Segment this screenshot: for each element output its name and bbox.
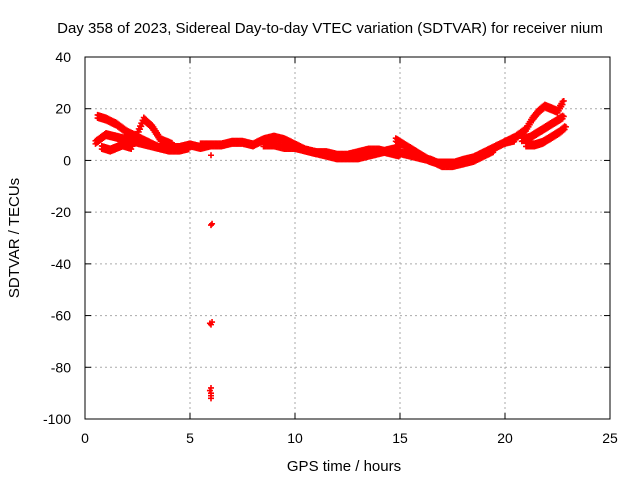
grid bbox=[85, 57, 610, 419]
y-tick-label: 40 bbox=[55, 49, 71, 65]
x-tick-label: 0 bbox=[81, 430, 89, 446]
y-tick-label: -40 bbox=[51, 256, 71, 272]
data-points bbox=[92, 97, 569, 402]
outlier-point bbox=[208, 152, 214, 159]
x-tick-label: 10 bbox=[287, 430, 303, 446]
axis-ticks: 0 5 10 15 20 25 40 20 0 -20 -40 -60 -80 -100 bbox=[43, 49, 618, 446]
x-tick-label: 15 bbox=[392, 430, 408, 446]
y-tick-label: 20 bbox=[55, 101, 71, 117]
outlier-point bbox=[209, 319, 216, 326]
data-point bbox=[559, 101, 566, 108]
outlier-point bbox=[209, 220, 216, 227]
outlier-point bbox=[208, 384, 214, 391]
data-point bbox=[560, 113, 567, 120]
x-tick-label: 25 bbox=[602, 430, 618, 446]
y-tick-label: -60 bbox=[51, 308, 71, 324]
y-tick-label: -100 bbox=[43, 411, 71, 427]
data-point bbox=[491, 147, 498, 154]
y-tick-label: 0 bbox=[63, 152, 71, 168]
data-point bbox=[562, 123, 569, 130]
chart-title: Day 358 of 2023, Sidereal Day-to-day VTE… bbox=[57, 20, 603, 37]
data-point bbox=[560, 97, 567, 104]
y-axis-label: SDTVAR / TECUs bbox=[6, 178, 23, 298]
outlier-point bbox=[208, 395, 214, 402]
x-tick-label: 5 bbox=[186, 430, 194, 446]
x-tick-label: 20 bbox=[497, 430, 513, 446]
y-tick-label: -80 bbox=[51, 359, 71, 375]
data-point bbox=[170, 141, 177, 148]
plot-frame bbox=[84, 56, 611, 420]
x-axis-label: GPS time / hours bbox=[287, 458, 401, 475]
data-point bbox=[187, 144, 193, 151]
y-tick-label: -20 bbox=[51, 204, 71, 220]
